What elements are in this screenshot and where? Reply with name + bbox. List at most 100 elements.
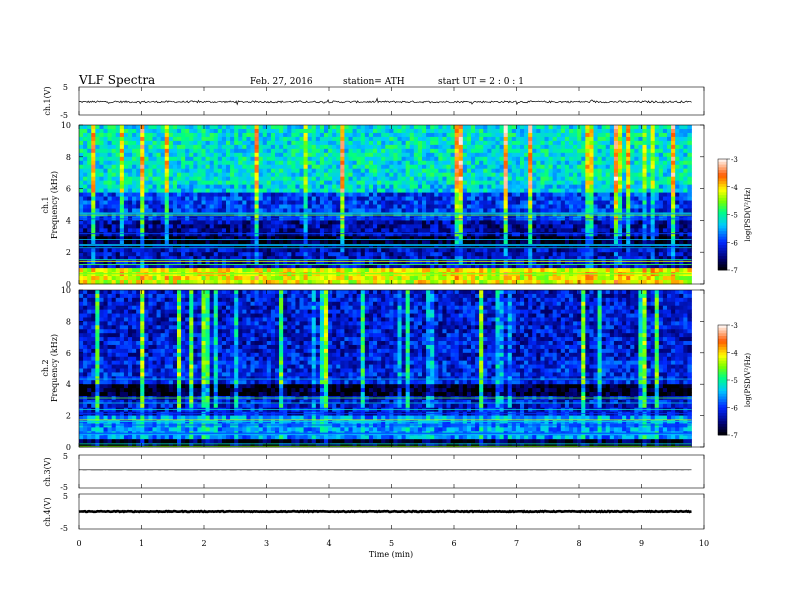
spectrogram-cell — [189, 268, 194, 273]
spectrogram-cell — [197, 196, 202, 201]
spectrogram-cell — [238, 176, 243, 182]
spectrogram-cell — [234, 212, 239, 217]
spectrogram-cell — [564, 268, 570, 273]
spectrogram-cell — [373, 156, 378, 162]
spectrogram-cell — [401, 136, 407, 142]
spectrogram-cell — [393, 204, 398, 209]
spectrogram-cell — [462, 228, 468, 233]
spectrogram-cell — [156, 132, 162, 138]
spectrogram-cell — [103, 212, 108, 217]
spectrogram-cell — [144, 228, 149, 233]
spectrogram-cell — [426, 220, 431, 225]
spectrogram-cell — [95, 220, 100, 225]
spectrogram-cell — [552, 156, 558, 162]
spectrogram-cell — [209, 152, 215, 158]
spectrogram-cell — [254, 180, 260, 186]
spectrogram-cell — [250, 260, 255, 265]
spectrogram-cell — [552, 164, 558, 170]
spectrogram-cell — [373, 244, 378, 249]
spectrogram-cell — [283, 260, 288, 265]
spectrogram-cell — [226, 148, 231, 154]
spectrogram-cell — [287, 252, 292, 257]
spectrogram-cell — [136, 204, 141, 209]
spectrogram-cell — [503, 192, 509, 197]
spectrogram-cell — [140, 160, 145, 166]
spectrogram-cell — [573, 128, 578, 134]
spectrogram-cell — [405, 212, 411, 217]
spectrogram-cell — [405, 276, 411, 281]
spectrogram-cell — [540, 248, 545, 253]
spectrogram-cell — [156, 252, 162, 257]
spectrogram-cell — [307, 184, 313, 190]
spectrogram-cell — [515, 256, 521, 261]
spectrogram-cell — [487, 228, 492, 233]
spectrogram-cell — [250, 148, 255, 154]
spectrogram-cell — [160, 164, 166, 170]
spectrogram-cell — [193, 220, 198, 225]
spectrogram-cell — [242, 152, 247, 158]
spectrogram-cell — [556, 268, 562, 273]
spectrogram-cell — [136, 160, 141, 166]
spectrogram-cell — [434, 252, 439, 257]
spectrogram-cell — [462, 192, 468, 197]
spectrogram-cell — [246, 212, 251, 217]
spectrogram-cell — [209, 140, 215, 146]
spectrogram-cell — [442, 268, 447, 273]
spectrogram-cell — [254, 176, 260, 182]
spectrogram-cell — [205, 220, 211, 225]
spectrogram-cell — [336, 212, 341, 217]
spectrogram-cell — [172, 248, 178, 253]
spectrogram-cell — [401, 208, 407, 213]
spectrogram-cell — [434, 125, 439, 130]
spectrogram-cell — [540, 144, 545, 150]
spectrogram-cell — [303, 132, 309, 138]
spectrogram-cell — [258, 256, 264, 261]
spectrogram-cell — [156, 148, 162, 154]
spectrogram-cell — [107, 256, 113, 261]
spectrogram-cell — [111, 220, 117, 225]
spectrogram-cell — [434, 204, 439, 209]
spectrogram-cell — [385, 240, 390, 245]
spectrogram-cell — [483, 128, 488, 134]
spectrogram-cell — [528, 132, 533, 138]
spectrogram-cell — [209, 212, 215, 217]
spectrogram-cell — [417, 260, 423, 265]
spectrogram-cell — [315, 276, 321, 281]
spectrogram-cell — [103, 204, 108, 209]
spectrogram-cell — [136, 140, 141, 146]
spectrogram-cell — [287, 152, 292, 158]
spectrogram-cell — [103, 168, 108, 174]
spectrogram-cell — [487, 244, 492, 249]
spectrogram-cell — [368, 144, 374, 150]
spectrogram-cell — [507, 248, 513, 253]
spectrogram-cell — [471, 180, 476, 186]
spectrogram-cell — [548, 168, 554, 174]
spectrogram-cell — [185, 172, 190, 178]
spectrogram-cell — [275, 128, 280, 134]
spectrogram-cell — [197, 256, 202, 261]
spectrogram-cell — [136, 264, 141, 269]
spectrogram-cell — [242, 136, 247, 142]
spectrogram-cell — [344, 200, 349, 205]
spectrogram-cell — [156, 180, 162, 186]
spectrogram-cell — [221, 240, 227, 245]
spectrogram-cell — [556, 200, 562, 205]
spectrogram-cell — [217, 172, 223, 178]
spectrogram-cell — [340, 244, 345, 249]
spectrogram-cell — [360, 125, 366, 130]
spectrogram-cell — [111, 168, 117, 174]
spectrogram-cell — [156, 248, 162, 253]
spectrogram-cell — [234, 125, 239, 130]
spectrogram-cell — [569, 200, 574, 205]
spectrogram-cell — [213, 240, 219, 245]
spectrogram-cell — [164, 176, 170, 182]
spectrogram-cell — [152, 140, 157, 146]
spectrogram-cell — [140, 224, 145, 229]
spectrogram-cell — [221, 144, 227, 150]
spectrogram-cell — [119, 164, 125, 170]
spectrogram-cell — [254, 268, 260, 273]
spectrogram-cell — [401, 276, 407, 281]
spectrogram-cell — [324, 244, 329, 249]
spectrogram-cell — [368, 152, 374, 158]
spectrogram-cell — [152, 236, 157, 241]
